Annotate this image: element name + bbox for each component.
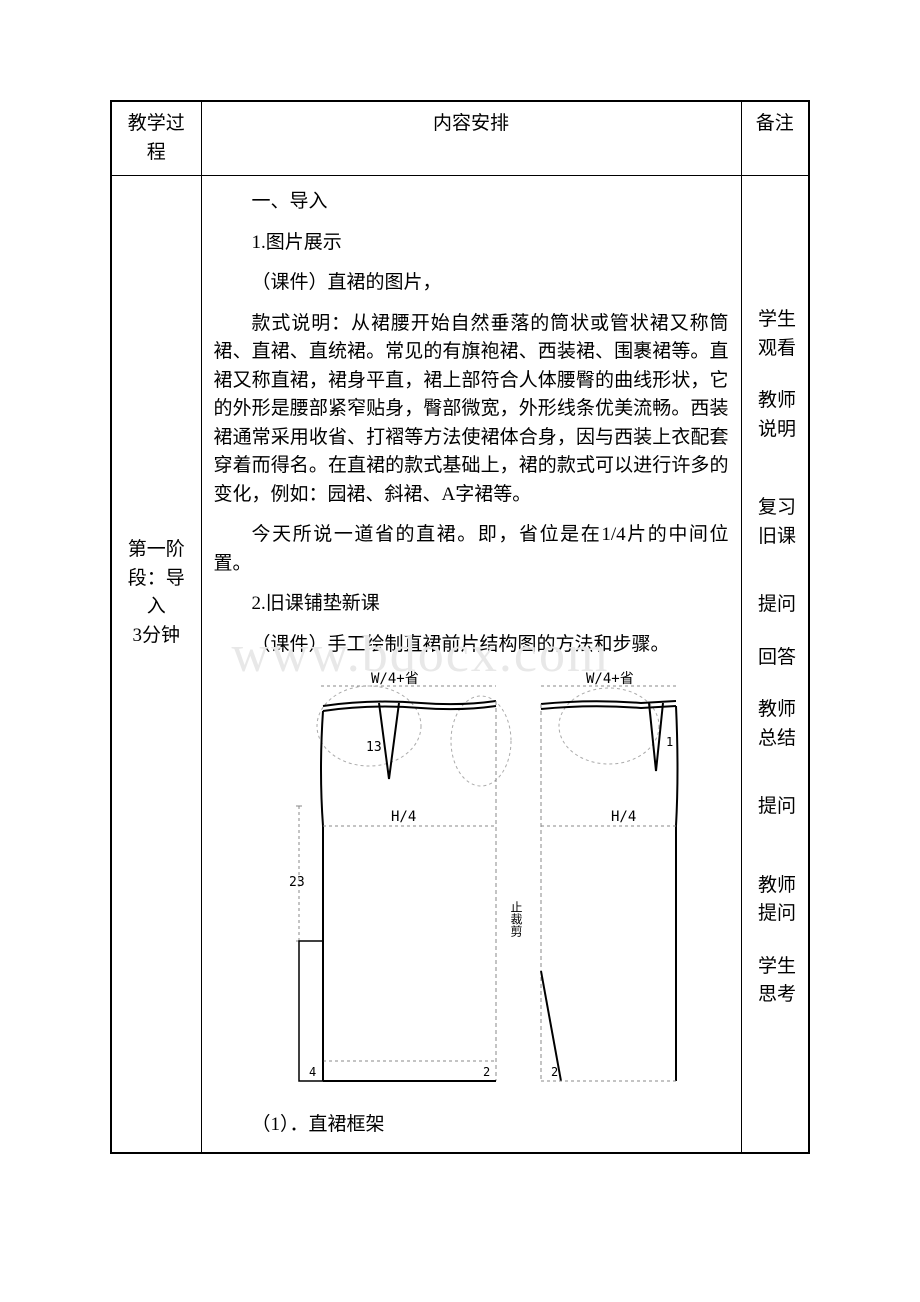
dart-value: 13 bbox=[366, 740, 382, 755]
bottom-right-val: 2 bbox=[551, 1065, 558, 1079]
svg-text:1: 1 bbox=[666, 735, 673, 749]
today-note: 今天所说一道省的直裙。即，省位是在1/4片的中间位置。 bbox=[214, 521, 729, 578]
content-cell: www.bdocx.com 一、导入 1.图片展示 （课件）直裙的图片， 款式说… bbox=[201, 176, 741, 1153]
w-label-left: W/4+省 bbox=[371, 671, 419, 687]
note-2: 教师说明 bbox=[754, 387, 797, 444]
item-1-title: 1.图片展示 bbox=[214, 229, 729, 258]
bottom-left-val: 4 bbox=[309, 1065, 316, 1079]
w-label-right: W/4+省 bbox=[586, 671, 634, 687]
item-2-title: 2.旧课铺垫新课 bbox=[214, 590, 729, 619]
note-1: 学生观看 bbox=[754, 306, 797, 363]
note-6: 教师总结 bbox=[754, 696, 797, 753]
note-3: 复习旧课 bbox=[754, 494, 797, 551]
h-label-left: H/4 bbox=[391, 809, 416, 825]
table-body-row: 第一阶段：导入 3分钟 www.bdocx.com 一、导入 1.图片展示 （课… bbox=[111, 176, 809, 1153]
notes-cell: 学生观看 教师说明 复习旧课 提问 回答 教师总结 提问 教师提问 学生思考 bbox=[741, 176, 809, 1153]
note-4: 提问 bbox=[754, 591, 797, 620]
height-value: 23 bbox=[289, 875, 305, 890]
stage-label: 第一阶段：导入 bbox=[124, 536, 189, 622]
item-1-sub: （课件）直裙的图片， bbox=[214, 269, 729, 298]
diagram-caption: （1）．直裙框架 bbox=[214, 1111, 729, 1140]
header-content: 内容安排 bbox=[201, 101, 741, 176]
h-label-right: H/4 bbox=[611, 809, 636, 825]
header-stage: 教学过程 bbox=[111, 101, 201, 176]
bottom-mid-val: 2 bbox=[483, 1065, 490, 1079]
header-notes: 备注 bbox=[741, 101, 809, 176]
table-header-row: 教学过程 内容安排 备注 bbox=[111, 101, 809, 176]
note-7: 提问 bbox=[754, 793, 797, 822]
note-5: 回答 bbox=[754, 644, 797, 673]
section-1-title: 一、导入 bbox=[214, 188, 729, 217]
note-9: 学生思考 bbox=[754, 953, 797, 1010]
stage-duration: 3分钟 bbox=[124, 622, 189, 651]
front-piece: W/4+省 13 bbox=[289, 671, 523, 1081]
style-description: 款式说明：从裙腰开始自然垂落的筒状或管状裙又称筒裙、直裙、直统裙。常见的有旗袍裙… bbox=[214, 310, 729, 510]
item-2-sub: （课件）手工绘制直裙前片结构图的方法和步骤。 bbox=[214, 631, 729, 660]
note-8: 教师提问 bbox=[754, 872, 797, 929]
lesson-table: 教学过程 内容安排 备注 第一阶段：导入 3分钟 www.bdocx.com 一… bbox=[110, 100, 810, 1154]
page-wrapper: 教学过程 内容安排 备注 第一阶段：导入 3分钟 www.bdocx.com 一… bbox=[110, 100, 810, 1154]
skirt-diagram: W/4+省 13 bbox=[261, 671, 681, 1101]
vertical-label: 止裁剪 bbox=[509, 901, 523, 938]
back-piece: W/4+省 1 bbox=[541, 671, 678, 1081]
stage-cell: 第一阶段：导入 3分钟 bbox=[111, 176, 201, 1153]
